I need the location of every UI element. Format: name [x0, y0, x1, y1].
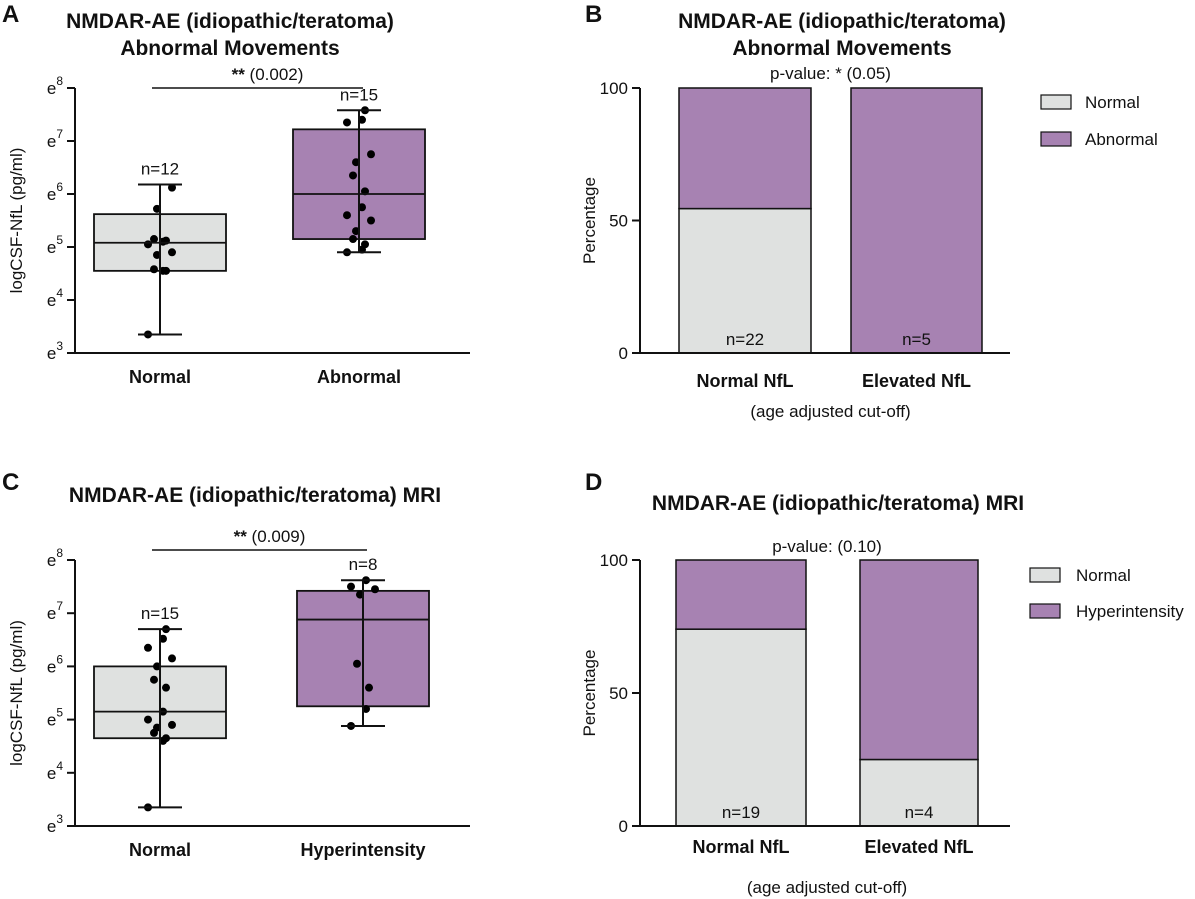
panel-a-group-0-n-label: n=12 [141, 159, 179, 178]
panel-a-group-1-point [349, 235, 357, 244]
panel-d-y-label: Percentage [580, 650, 599, 737]
panel-b-bar-0-abnormal [678, 87, 812, 210]
panel-a-group-1-point [361, 240, 369, 249]
panel-a-group-0-point [150, 235, 158, 244]
panel-c-y-tick-label-1: e7 [47, 599, 63, 623]
panel-a-y-tick-label-0: e8 [47, 74, 63, 98]
panel-c: C NMDAR-AE (idiopathic/teratoma) MRI e8 e7 e… [2, 469, 441, 860]
panel-d-y-tick-label-1: 50 [609, 684, 628, 703]
panel-c-group-1-point [347, 582, 355, 591]
panel-d-bar-0-normal [675, 628, 807, 827]
panel-b-letter: B [585, 1, 602, 28]
panel-d-bar-0-hyperintensity [675, 559, 807, 630]
panel-b: B NMDAR-AE (idiopathic/teratoma) Abnormal … [580, 1, 1158, 421]
panel-a-group-1-point [349, 171, 357, 180]
panel-b-y-label: Percentage [580, 177, 599, 264]
panel-a-significance-label: ** (0.002) [232, 65, 304, 84]
panel-c-y-tick-label-3: e5 [47, 706, 63, 730]
panel-b-y-tick-label-2: 100 [600, 79, 628, 98]
panel-d: D NMDAR-AE (idiopathic/teratoma) MRI 0 50 10… [580, 469, 1184, 897]
panel-c-letter: C [2, 469, 19, 496]
panel-a-y-tick-label-4: e4 [47, 286, 63, 310]
panel-d-title-line-1: NMDAR-AE (idiopathic/teratoma) MRI [652, 492, 1024, 515]
panel-d-y-tick-label-2: 100 [600, 551, 628, 570]
panel-a-group-1-n-label: n=15 [340, 85, 378, 104]
panel-a-title-line-1: NMDAR-AE (idiopathic/teratoma) [66, 10, 394, 33]
panel-d-bar-1-normal [859, 758, 979, 827]
panel-b-n-label-1: n=5 [902, 330, 931, 349]
panel-d-n-label-0: n=19 [722, 803, 760, 822]
panel-a-y-tick-label-2: e6 [47, 180, 63, 204]
panel-c-group-1-point [365, 683, 373, 692]
panel-b-x-label: (age adjusted cut-off) [750, 402, 910, 421]
panel-d-n-label-1: n=4 [905, 803, 934, 822]
panel-c-x-tick-label-0: Normal [129, 840, 191, 860]
panel-d-p-value: p-value: (0.10) [772, 537, 882, 556]
panel-c-y-tick-label-2: e6 [47, 652, 63, 676]
panel-d-x-tick-label-0: Normal NfL [692, 837, 789, 857]
panel-d-legend-swatch-0 [1029, 567, 1061, 583]
panel-a-x-tick-label-1: Abnormal [317, 367, 401, 387]
panel-c-group-1-point [371, 585, 379, 594]
panel-a-group-0-point [168, 248, 176, 257]
panel-a-letter: A [2, 1, 19, 28]
panel-d-legend-label-1: Hyperintensity [1076, 602, 1184, 621]
panel-c-group-0-point [150, 675, 158, 684]
panel-a-group-1-point [343, 118, 351, 127]
panel-a-group-0-point [150, 265, 158, 274]
panel-c-group-0-point [144, 715, 152, 724]
panel-d-legend-swatch-1 [1029, 603, 1061, 619]
panel-c-y-label: logCSF-NfL (pg/ml) [7, 620, 26, 766]
panel-a-group-0-point [162, 266, 170, 275]
panel-c-y-tick-label-0: e8 [47, 546, 63, 570]
panel-c-group-1-n-label: n=8 [349, 555, 378, 574]
panel-c-group-0-point [162, 734, 170, 743]
panel-a-x-tick-label-0: Normal [129, 367, 191, 387]
panel-a-group-1-point [367, 216, 375, 225]
panel-a-y-tick-label-1: e7 [47, 127, 63, 151]
panel-b-bar-1-abnormal [850, 87, 983, 354]
panel-a-y-label: logCSF-NfL (pg/ml) [7, 148, 26, 294]
panel-a-y-tick-label-3: e5 [47, 233, 63, 257]
panel-c-x-tick-label-1: Hyperintensity [300, 840, 425, 860]
panel-d-legend-label-0: Normal [1076, 566, 1131, 585]
panel-c-group-0-point [144, 643, 152, 652]
panel-b-legend-label-0: Normal [1085, 93, 1140, 112]
panel-c-title-line-1: NMDAR-AE (idiopathic/teratoma) MRI [69, 484, 441, 507]
panel-b-y-tick-label-1: 50 [609, 212, 628, 231]
panel-a-group-1-point [343, 211, 351, 220]
panel-d-x-tick-label-1: Elevated NfL [864, 837, 973, 857]
panel-d-bar-1-hyperintensity [859, 559, 979, 761]
panel-d-x-label: (age adjusted cut-off) [747, 878, 907, 897]
panel-b-legend-swatch-0 [1040, 94, 1072, 110]
panel-b-title-line-1: NMDAR-AE (idiopathic/teratoma) [678, 10, 1006, 33]
panel-b-x-tick-label-1: Elevated NfL [862, 371, 971, 391]
panel-c-group-0-point [168, 720, 176, 729]
panel-a-group-0-point [144, 240, 152, 249]
panel-a-y-tick-label-5: e3 [47, 339, 63, 363]
panel-b-x-tick-label-0: Normal NfL [696, 371, 793, 391]
panel-b-n-label-0: n=22 [726, 330, 764, 349]
panel-d-letter: D [585, 469, 602, 496]
panel-c-group-1-point [353, 659, 361, 668]
panel-a-title-line-2: Abnormal Movements [120, 37, 339, 60]
panel-c-group-0-point [162, 683, 170, 692]
panel-b-p-value: p-value: * (0.05) [770, 64, 891, 83]
panel-c-y-tick-label-4: e4 [47, 759, 63, 783]
panel-b-y-tick-label-0: 0 [619, 344, 628, 363]
panel-b-legend-swatch-1 [1040, 131, 1072, 147]
panel-d-y-tick-label-0: 0 [619, 817, 628, 836]
panel-b-legend-label-1: Abnormal [1085, 130, 1158, 149]
panel-c-group-0-n-label: n=15 [141, 604, 179, 623]
panel-b-bar-0-normal [678, 207, 812, 354]
panel-c-significance-label: ** (0.009) [234, 527, 306, 546]
panel-a-group-1-point [367, 150, 375, 159]
panel-c-y-tick-label-5: e3 [47, 812, 63, 836]
panel-a-group-0-point [168, 183, 176, 192]
panel-c-group-0-point [168, 654, 176, 663]
panel-b-title-line-2: Abnormal Movements [732, 37, 951, 60]
